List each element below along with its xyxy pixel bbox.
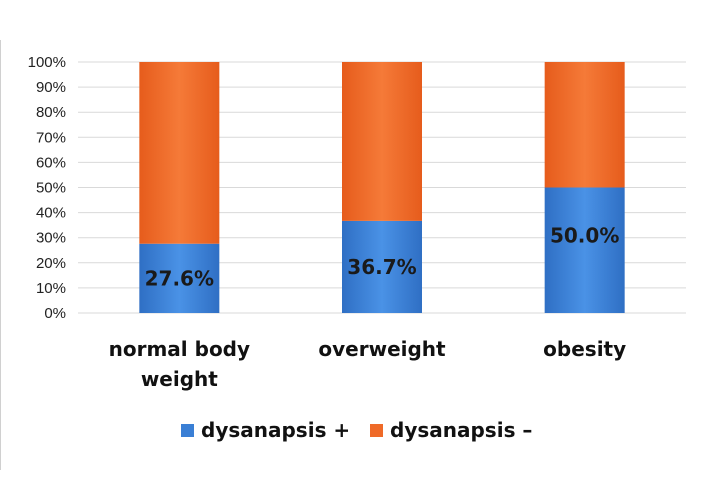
y-tick-label: 40% (36, 205, 66, 222)
data-label: 36.7% (347, 255, 416, 279)
bar-segment-dysanapsis-positive (342, 220, 422, 313)
y-tick-label: 20% (36, 255, 66, 272)
data-label: 50.0% (550, 223, 619, 247)
legend-swatch (370, 424, 383, 437)
category-label: weight (141, 367, 218, 391)
y-tick-label: 70% (36, 129, 66, 146)
data-labels: 27.6% 36.7% 50.0% (145, 223, 620, 290)
y-tick-label: 0% (44, 305, 66, 322)
category-label: overweight (318, 337, 446, 361)
y-tick-label: 10% (36, 280, 66, 297)
bar-segment-dysanapsis-positive (544, 187, 625, 313)
y-tick-label: 30% (36, 230, 66, 247)
bar-segment-dysanapsis-negative (544, 62, 625, 188)
bar-segment-dysanapsis-negative (139, 62, 220, 244)
y-tick-label: 50% (36, 180, 66, 197)
bar-segment-dysanapsis-positive (139, 243, 220, 313)
category-label: obesity (543, 337, 626, 361)
y-tick-label: 80% (36, 104, 66, 121)
bar-segment-dysanapsis-negative (342, 62, 422, 221)
y-tick-label: 90% (36, 79, 66, 96)
y-tick-label: 60% (36, 154, 66, 171)
data-label: 27.6% (145, 266, 214, 290)
x-axis-categories: normal body weight overweight obesity (109, 337, 627, 391)
y-tick-label: 100% (28, 54, 66, 71)
legend-label: dysanapsis – (390, 418, 532, 442)
category-label: normal body (109, 337, 250, 361)
legend: dysanapsis + dysanapsis – (181, 418, 532, 442)
bars (139, 62, 625, 313)
legend-swatch (181, 424, 194, 437)
legend-label: dysanapsis + (201, 418, 350, 442)
y-axis-ticks: 0% 10% 20% 30% 40% 50% 60% 70% 80% 90% 100% (28, 54, 66, 322)
